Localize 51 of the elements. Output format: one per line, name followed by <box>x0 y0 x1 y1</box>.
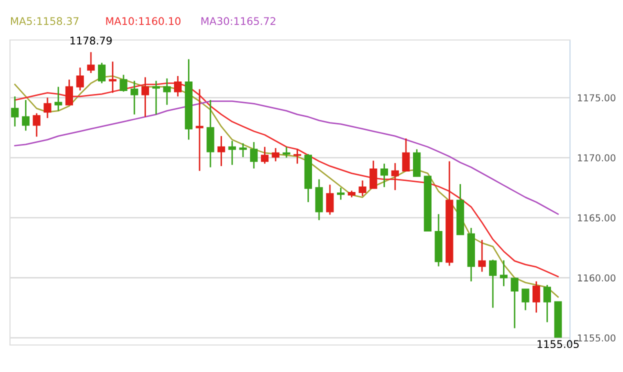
candlestick <box>98 62 106 84</box>
y-tick-label: 1175.00 <box>578 94 616 102</box>
candlestick <box>120 74 128 92</box>
candlestick <box>326 184 334 216</box>
candlestick <box>282 146 290 158</box>
candlestick <box>87 51 95 74</box>
text: MA30:1165.72 <box>201 17 276 26</box>
candlestick <box>32 112 40 138</box>
candlestick <box>11 96 19 128</box>
text: MA10:1160.10 <box>106 17 180 26</box>
candlestick <box>141 76 150 118</box>
candlestick <box>391 162 399 191</box>
line-series <box>14 100 559 215</box>
y-tick-label: 1155.00 <box>578 334 616 342</box>
candlestick <box>108 60 116 94</box>
candlestick <box>370 160 378 189</box>
candlestick <box>532 280 540 314</box>
candlestick <box>543 284 551 323</box>
candlestick <box>76 66 84 92</box>
candlestick <box>522 288 530 311</box>
y-tick-label: 1170.00 <box>578 154 616 162</box>
candlestick <box>174 75 182 98</box>
candlestick <box>130 80 138 116</box>
candlestick <box>217 135 226 167</box>
candlestick <box>413 148 421 177</box>
candlestick <box>152 80 160 116</box>
candlestick <box>196 88 204 172</box>
candlestick <box>260 146 269 164</box>
candlestick <box>250 141 258 170</box>
candlestick <box>294 148 302 164</box>
candlestick <box>54 86 62 112</box>
candlestick <box>44 96 52 119</box>
candlestick <box>239 142 247 158</box>
candlestick <box>272 147 280 162</box>
candlestick <box>380 162 388 188</box>
candlestick <box>402 138 410 172</box>
candlestick <box>336 187 345 200</box>
candlestick <box>358 180 366 197</box>
candlestick <box>500 260 508 287</box>
y-tick-label: 1165.00 <box>578 214 616 222</box>
text: MA5:1158.37 <box>11 17 78 26</box>
candlestick <box>22 99 30 132</box>
annotation: 1155.05 <box>538 340 579 348</box>
candlestick <box>163 78 171 106</box>
candlestick <box>478 239 486 272</box>
candlestick <box>510 278 518 329</box>
y-tick-label: 1160.00 <box>578 274 616 282</box>
annotation: 1178.79 <box>70 36 112 45</box>
candlestick <box>65 78 74 106</box>
candlestick <box>228 140 236 166</box>
candlestick <box>489 259 497 308</box>
